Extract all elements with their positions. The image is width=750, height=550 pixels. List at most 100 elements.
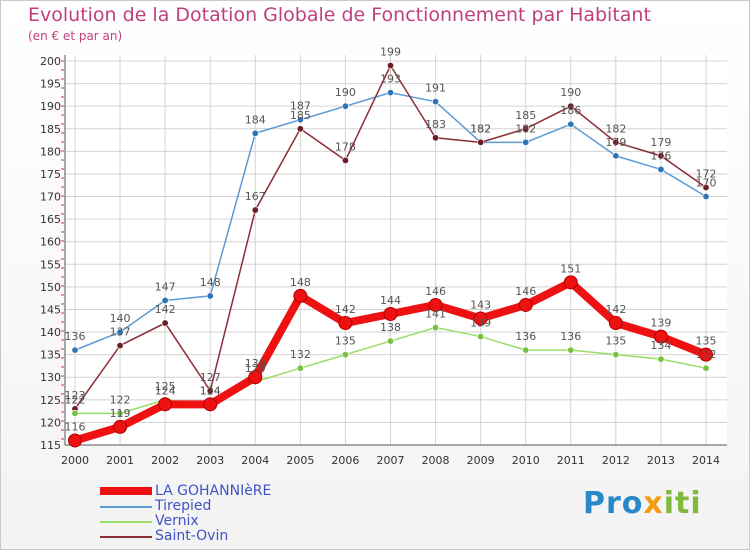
- data-label: 136: [65, 330, 86, 343]
- data-point: [699, 347, 713, 362]
- data-label: 137: [110, 326, 131, 339]
- data-label: 125: [155, 380, 176, 393]
- x-tick-label: 2008: [422, 454, 450, 467]
- data-point: [522, 346, 530, 354]
- data-point: [293, 288, 308, 303]
- data-label: 132: [290, 348, 311, 361]
- data-label: 182: [470, 122, 491, 135]
- data-point: [608, 316, 623, 331]
- data-label: 183: [425, 118, 446, 131]
- data-point: [563, 275, 578, 290]
- y-tick-label: 135: [40, 349, 61, 362]
- legend-swatch: [100, 506, 152, 508]
- data-point: [567, 346, 575, 354]
- data-label: 182: [470, 122, 491, 135]
- data-point: [158, 397, 173, 412]
- data-point: [161, 296, 169, 304]
- data-label: 124: [200, 384, 221, 397]
- data-label: 139: [470, 317, 491, 330]
- data-label: 199: [380, 46, 401, 59]
- data-label: 176: [650, 149, 671, 162]
- data-point: [612, 152, 620, 160]
- data-point: [518, 297, 533, 312]
- data-point: [567, 102, 575, 110]
- chart-subtitle: (en € et par an): [28, 29, 123, 43]
- data-label: 130: [245, 357, 266, 370]
- data-point: [341, 156, 349, 164]
- data-label: 143: [470, 299, 491, 312]
- data-label: 147: [155, 280, 176, 293]
- x-tick-label: 2000: [61, 454, 89, 467]
- data-label: 148: [200, 276, 221, 289]
- data-point: [296, 364, 304, 372]
- data-point: [432, 134, 440, 142]
- x-tick-label: 2001: [106, 454, 134, 467]
- data-label: 134: [650, 339, 671, 352]
- data-point: [386, 62, 394, 70]
- y-tick-label: 145: [40, 303, 61, 316]
- data-label: 193: [380, 73, 401, 86]
- data-point: [702, 364, 710, 372]
- data-label: 179: [605, 136, 626, 149]
- plot-area: [65, 55, 727, 445]
- data-point: [341, 351, 349, 359]
- legend-swatch: [100, 487, 152, 495]
- data-point: [567, 120, 575, 128]
- data-point: [657, 152, 665, 160]
- data-label: 142: [335, 303, 356, 316]
- legend-label: Tirepied: [155, 498, 212, 514]
- data-label: 148: [290, 276, 311, 289]
- data-point: [612, 138, 620, 146]
- x-tick-label: 2013: [647, 454, 675, 467]
- data-point: [206, 292, 214, 300]
- proxiti-logo: Proxiti: [583, 486, 702, 521]
- data-label: 182: [605, 122, 626, 135]
- data-label: 190: [560, 86, 581, 99]
- y-tick-label: 180: [40, 145, 61, 158]
- data-point: [116, 342, 124, 350]
- y-tick-label: 170: [40, 191, 61, 204]
- x-tick-label: 2003: [196, 454, 224, 467]
- data-label: 129: [245, 362, 266, 375]
- data-point: [206, 387, 214, 395]
- legend-label: LA GOHANNIèRE: [155, 483, 272, 499]
- legend-swatch: [100, 521, 152, 523]
- data-point: [248, 370, 263, 385]
- data-point: [296, 125, 304, 133]
- data-point: [522, 138, 530, 146]
- data-label: 144: [380, 294, 401, 307]
- data-point: [657, 165, 665, 173]
- data-point: [338, 316, 353, 331]
- data-label: 184: [245, 113, 266, 126]
- x-tick-label: 2010: [512, 454, 540, 467]
- y-tick-label: 150: [40, 281, 61, 294]
- data-label: 122: [65, 393, 86, 406]
- data-label: 127: [200, 371, 221, 384]
- data-point: [113, 419, 128, 434]
- data-point: [432, 98, 440, 106]
- x-tick-label: 2014: [692, 454, 720, 467]
- chart-title: Evolution de la Dotation Globale de Fonc…: [28, 4, 651, 26]
- x-tick-label: 2005: [286, 454, 314, 467]
- data-point: [71, 409, 79, 417]
- data-label: 191: [425, 82, 446, 95]
- data-label: 123: [65, 389, 86, 402]
- data-label: 142: [605, 303, 626, 316]
- data-label: 185: [515, 109, 536, 122]
- data-point: [653, 329, 668, 344]
- legend-swatch: [100, 536, 152, 538]
- data-point: [341, 102, 349, 110]
- data-label: 179: [650, 136, 671, 149]
- data-point: [702, 193, 710, 201]
- data-point: [473, 311, 488, 326]
- data-point: [116, 409, 124, 417]
- data-point: [116, 328, 124, 336]
- data-label: 172: [696, 167, 717, 180]
- y-tick-label: 165: [40, 213, 61, 226]
- x-tick-label: 2012: [602, 454, 630, 467]
- data-label: 178: [335, 140, 356, 153]
- data-point: [386, 89, 394, 97]
- data-label: 190: [335, 86, 356, 99]
- data-label: 136: [560, 330, 581, 343]
- data-label: 146: [425, 285, 446, 298]
